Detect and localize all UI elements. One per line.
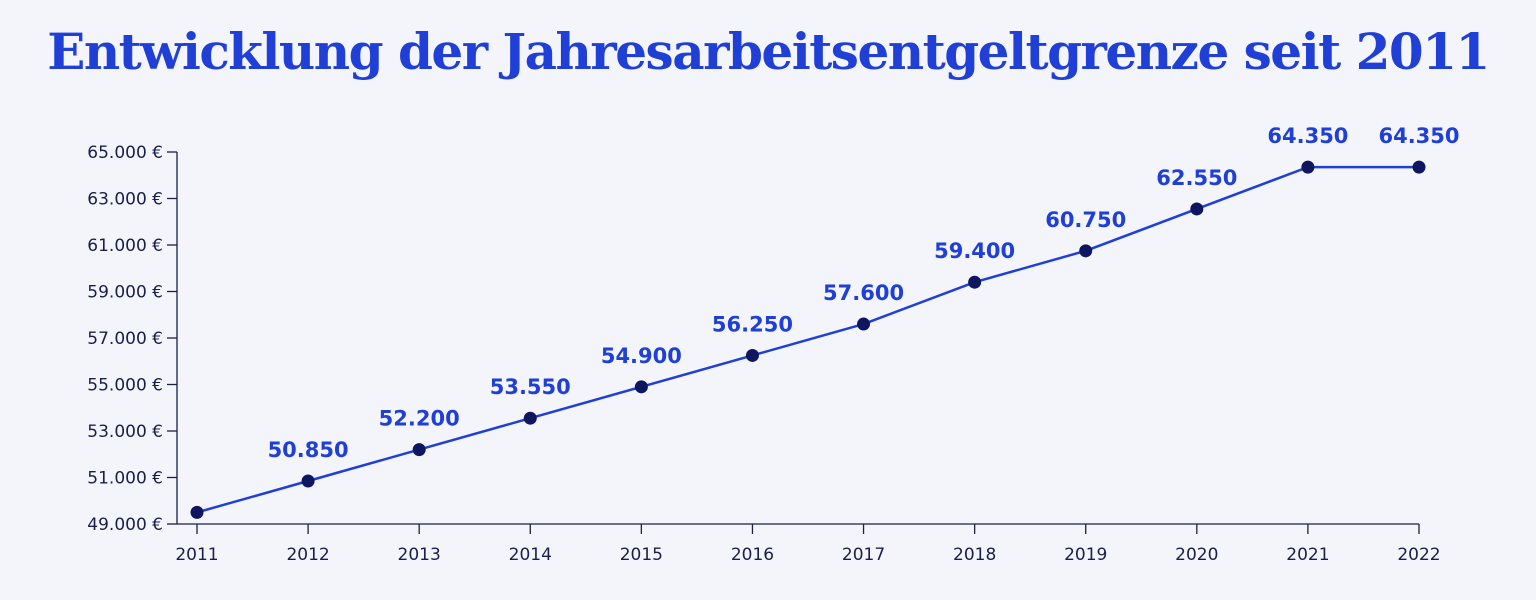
data-label: 64.350 xyxy=(1378,124,1459,148)
data-point xyxy=(523,411,537,425)
x-tick-label: 2022 xyxy=(1397,545,1440,565)
data-label: 56.250 xyxy=(712,312,793,336)
data-point xyxy=(634,380,648,394)
x-tick-label: 2016 xyxy=(731,545,774,565)
y-tick-label: 63.000 € xyxy=(87,190,163,210)
x-tick-label: 2013 xyxy=(398,545,441,565)
chart-title: Entwicklung der Jahresarbeitsentgeltgren… xyxy=(47,22,1490,81)
data-label: 64.350 xyxy=(1267,124,1348,148)
x-tick-label: 2019 xyxy=(1064,545,1107,565)
data-point xyxy=(857,317,871,331)
y-tick-label: 55.000 € xyxy=(87,376,163,396)
x-tick-label: 2017 xyxy=(842,545,885,565)
series-line xyxy=(196,165,1419,514)
y-tick-label: 57.000 € xyxy=(87,329,163,349)
y-tick-label: 53.000 € xyxy=(87,422,163,442)
x-tick-label: 2014 xyxy=(509,545,552,565)
data-label: 52.200 xyxy=(379,407,460,431)
data-label: 53.550 xyxy=(490,375,571,399)
data-point xyxy=(190,505,204,519)
data-point xyxy=(1079,244,1093,258)
y-tick-label: 59.000 € xyxy=(87,283,163,303)
y-tick-label: 61.000 € xyxy=(87,236,163,256)
y-tick-label: 65.000 € xyxy=(87,143,163,163)
data-label: 50.850 xyxy=(268,438,349,462)
data-label: 57.600 xyxy=(823,281,904,305)
data-point xyxy=(1190,202,1204,216)
data-label: 62.550 xyxy=(1156,166,1237,190)
x-tick-label: 2020 xyxy=(1175,545,1218,565)
x-tick-label: 2012 xyxy=(286,545,329,565)
data-point xyxy=(1412,160,1426,174)
x-tick-label: 2021 xyxy=(1286,545,1329,565)
data-point xyxy=(745,348,759,362)
data-label: 54.900 xyxy=(601,344,682,368)
x-tick-label: 2018 xyxy=(953,545,996,565)
y-tick-label: 49.000 € xyxy=(87,515,163,535)
data-point xyxy=(968,275,982,289)
data-point xyxy=(412,443,426,457)
data-point xyxy=(1301,160,1315,174)
data-label: 60.750 xyxy=(1045,208,1126,232)
data-point xyxy=(301,474,315,488)
x-tick-label: 2011 xyxy=(175,545,218,565)
data-label: 59.400 xyxy=(934,239,1015,263)
y-tick-label: 51.000 € xyxy=(87,469,163,489)
x-tick-label: 2015 xyxy=(620,545,663,565)
